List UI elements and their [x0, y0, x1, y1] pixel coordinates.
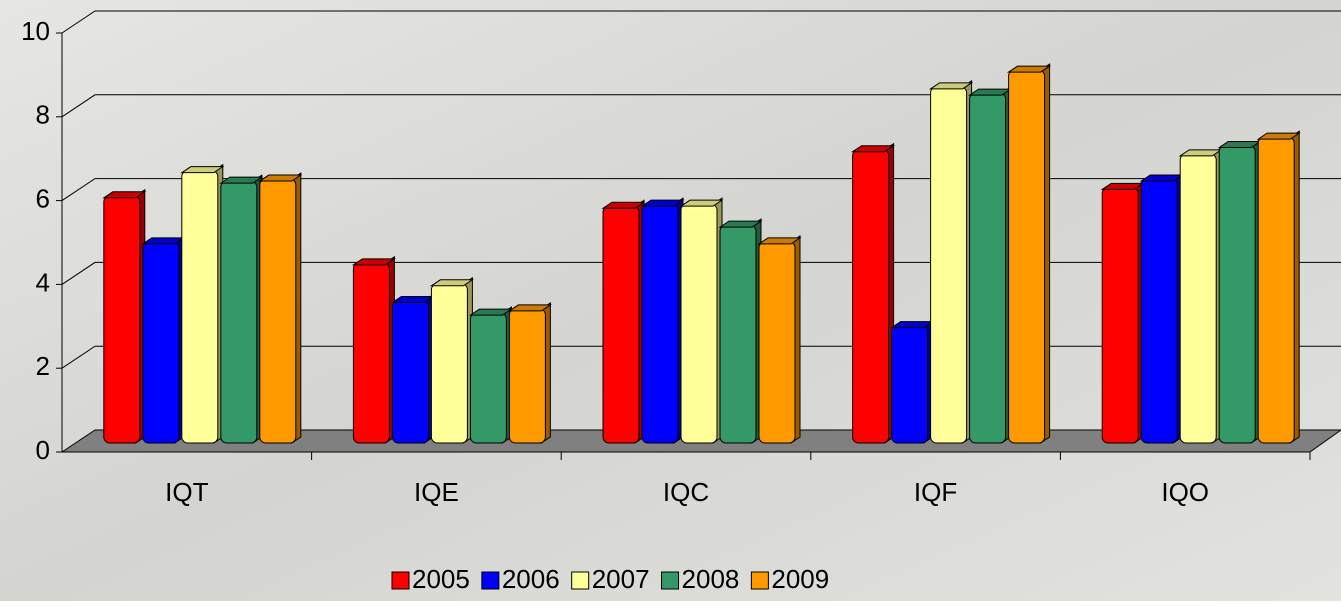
bar-part: [679, 199, 724, 207]
bar-part: [758, 241, 796, 444]
x-tick-label: IQF: [914, 477, 957, 507]
legend-swatch: [750, 571, 769, 590]
bar: [219, 174, 264, 444]
bar-part: [891, 325, 929, 444]
bar: [351, 255, 397, 444]
y-tick-label: 2: [36, 351, 50, 381]
legend-label: 2008: [682, 564, 740, 594]
bar-part: [219, 176, 264, 184]
legend-swatch: [391, 571, 410, 590]
bar-part: [352, 262, 390, 444]
bar: [468, 306, 514, 444]
y-tick-label: 4: [36, 267, 50, 297]
legend-label: 2005: [412, 564, 470, 594]
y-tick-label: 6: [36, 183, 50, 213]
bar: [1178, 146, 1223, 444]
y-tick-label: 0: [36, 435, 50, 465]
bar: [1256, 130, 1301, 444]
legend-swatch: [481, 571, 500, 590]
bar: [429, 276, 475, 444]
bar-part: [259, 178, 297, 444]
bar: [1217, 138, 1262, 444]
bar-part: [680, 203, 718, 444]
bar-part: [508, 308, 546, 444]
bar-part: [102, 191, 147, 199]
bar: [141, 234, 186, 444]
bar-part: [180, 166, 225, 174]
y-tick-label: 8: [36, 100, 50, 130]
bar-part: [850, 145, 896, 153]
grid-line: [61, 10, 1341, 34]
bar-part: [930, 86, 968, 444]
bar: [889, 318, 935, 444]
bar: [601, 199, 646, 444]
bar: [1006, 63, 1052, 444]
bar-part: [852, 149, 890, 444]
bar-part: [718, 220, 763, 228]
bar: [967, 86, 1013, 444]
grid-line: [61, 94, 1341, 118]
bar: [1139, 172, 1184, 444]
bar-part: [351, 258, 397, 266]
bar-part: [928, 82, 974, 90]
bar-part: [1257, 136, 1295, 444]
bar-part: [507, 304, 553, 312]
bar-part: [1256, 132, 1301, 140]
bar-part: [602, 205, 640, 444]
bar-part: [719, 224, 757, 444]
bar: [718, 218, 763, 444]
bar-part: [640, 199, 685, 207]
bar-part: [142, 241, 180, 444]
bar: [102, 188, 147, 444]
legend-swatch: [661, 571, 680, 590]
x-tick-label: IQT: [165, 477, 208, 507]
bar-part: [1179, 153, 1217, 444]
bar-part: [220, 180, 258, 444]
bar-part: [1006, 65, 1052, 73]
bar: [850, 142, 896, 444]
bar-part: [969, 92, 1007, 444]
bar: [928, 79, 974, 444]
legend-swatch: [571, 571, 590, 590]
bar: [180, 163, 225, 444]
bar-part: [181, 170, 219, 444]
bar: [507, 301, 553, 444]
bar-part: [469, 312, 507, 444]
bar: [640, 197, 685, 444]
x-tick-label: IQE: [414, 477, 459, 507]
bar-part: [641, 203, 679, 444]
bar: [757, 234, 802, 444]
legend-label: 2007: [592, 564, 650, 594]
bar: [679, 197, 724, 444]
bar-part: [430, 283, 468, 444]
legend-label: 2009: [771, 564, 829, 594]
x-tick-label: IQO: [1161, 477, 1209, 507]
legend-label: 2006: [502, 564, 560, 594]
bar: [1100, 180, 1145, 444]
bar: [390, 293, 436, 444]
bar-part: [1008, 69, 1046, 444]
x-tick-label: IQC: [663, 477, 709, 507]
bar-part: [1140, 178, 1178, 444]
bar-part: [391, 300, 429, 444]
y-tick-label: 10: [21, 16, 50, 46]
bar-part: [757, 237, 802, 245]
bar-part: [1101, 186, 1139, 444]
bar-part: [1218, 145, 1256, 444]
grid-line: [61, 178, 1341, 202]
bar-part: [429, 279, 475, 287]
grid-line: [61, 261, 1341, 285]
bar-part: [103, 195, 141, 444]
bar-part: [601, 201, 646, 209]
bar: [258, 172, 303, 444]
bar-part: [258, 174, 303, 182]
